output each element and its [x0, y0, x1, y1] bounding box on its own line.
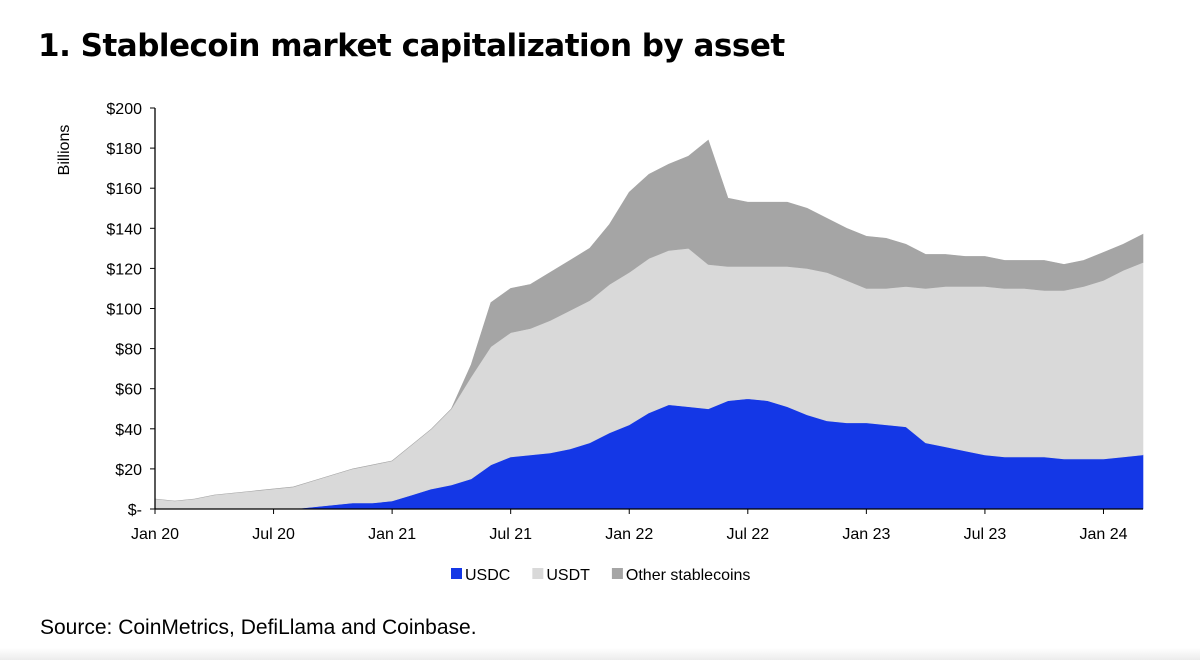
x-tick-labels: Jan 20 Jul 20 Jan 21 Jul 21 Jan 22 Jul 22 Jan …: [131, 526, 1128, 543]
y-tick-label: $80: [115, 342, 142, 359]
source-note: Source: CoinMetrics, DefiLlama and Coinb…: [40, 616, 477, 639]
axes-group: [150, 107, 1143, 514]
chart-title: 1. Stablecoin market capitalization by a…: [38, 28, 785, 64]
y-axis-label: Billions: [56, 125, 73, 176]
y-tick-label: $160: [106, 181, 142, 198]
area-other-stablecoins: [154, 139, 1144, 502]
x-tick-label: Jul 23: [964, 526, 1007, 543]
x-tick-label: Jan 22: [605, 526, 653, 543]
y-tick-label: $120: [106, 261, 142, 278]
legend-label-usdt: USDT: [546, 567, 590, 584]
x-tick-label: Jul 21: [489, 526, 532, 543]
stacked-area-chart: $- $20 $40 $60 $80 $100 $120 $140 $160 $180 $200 J…: [56, 101, 1144, 584]
x-tick-label: Jan 23: [842, 526, 890, 543]
y-tick-label: $200: [106, 101, 142, 118]
x-tick-label: Jul 20: [252, 526, 295, 543]
y-tick-label: $-: [128, 502, 142, 519]
bottom-shade: [0, 648, 1200, 660]
x-tick-label: Jan 24: [1079, 526, 1127, 543]
y-tick-label: $180: [106, 141, 142, 158]
legend: USDC USDT Other stablecoins: [451, 567, 750, 584]
area-series-group: [154, 139, 1144, 510]
x-tick-label: Jan 20: [131, 526, 179, 543]
x-tick-label: Jul 22: [726, 526, 769, 543]
y-tick-label: $100: [106, 302, 142, 319]
y-tick-label: $40: [115, 422, 142, 439]
y-tick-label: $140: [106, 221, 142, 238]
legend-swatch-usdc: [451, 568, 462, 579]
y-tick-labels: $- $20 $40 $60 $80 $100 $120 $140 $160 $180 $200: [106, 101, 142, 519]
legend-swatch-other-stablecoins: [611, 568, 623, 579]
y-tick-label: $60: [115, 382, 142, 399]
legend-label-other-stablecoins: Other stablecoins: [626, 567, 751, 584]
x-tick-label: Jan 21: [368, 526, 416, 543]
legend-label-usdc: USDC: [465, 567, 510, 584]
legend-swatch-usdt: [532, 568, 544, 579]
y-tick-label: $20: [115, 462, 142, 479]
